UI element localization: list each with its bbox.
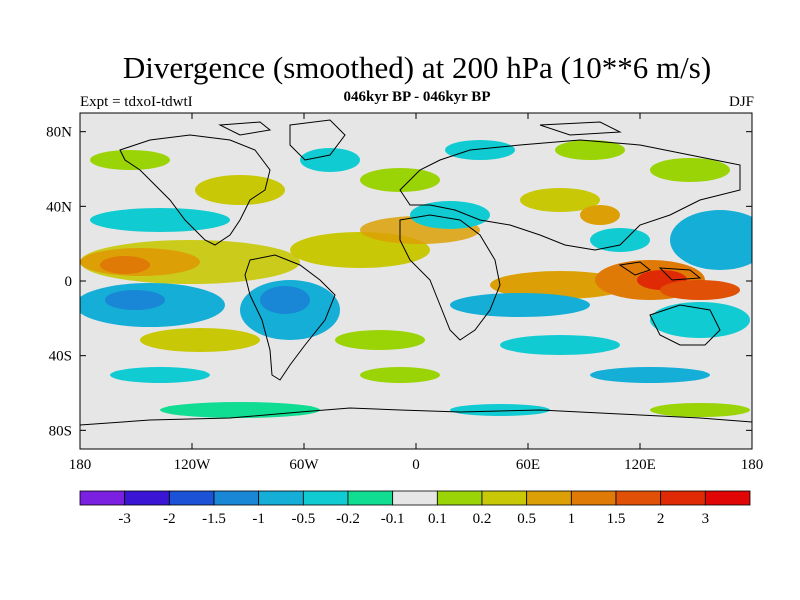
lon-tick-label: 120W — [174, 457, 212, 473]
chart-subtitle: 046kyr BP - 046kyr BP — [343, 89, 491, 105]
colorbar-swatch — [481, 490, 528, 506]
lon-tick-label: 60E — [516, 457, 540, 473]
lon-tick-label: 60W — [289, 457, 319, 473]
colorbar-swatch — [168, 490, 215, 506]
colorbar-swatch — [213, 490, 260, 506]
colorbar-label: 2 — [657, 511, 665, 527]
lat-tick-label: 0 — [65, 274, 73, 290]
lon-tick-label: 180 — [741, 457, 764, 473]
colorbar-label: -1 — [252, 511, 265, 527]
colorbar-label: -0.1 — [381, 511, 405, 527]
colorbar-swatch — [526, 490, 572, 506]
colorbar-swatch — [347, 490, 394, 506]
chart-title: Divergence (smoothed) at 200 hPa (10**6 … — [122, 50, 712, 85]
colorbar-label: -3 — [118, 511, 131, 527]
colorbar-swatch — [660, 490, 706, 506]
colorbar-swatch — [302, 490, 349, 506]
colorbar-swatch — [258, 490, 304, 506]
colorbar: -3 -2 -1.5 -1 -0.5 -0.2 -0.1 0.1 0.2 0.5 1 1.5 2 3 — [79, 490, 751, 527]
colorbar-swatch — [570, 490, 617, 506]
colorbar-swatch — [615, 490, 662, 506]
colorbar-label: 3 — [702, 511, 710, 527]
colorbar-label: -0.2 — [336, 511, 360, 527]
coastlines — [80, 119, 752, 426]
lon-tick-label: 180 — [69, 457, 92, 473]
longitude-axis: 180 120W 60W 0 60E 120E 180 — [69, 113, 764, 473]
colorbar-swatch — [124, 490, 170, 506]
lat-tick-label: 80S — [49, 423, 72, 439]
colorbar-label: -1.5 — [202, 511, 226, 527]
colorbar-label: -2 — [163, 511, 176, 527]
colorbar-label: 1 — [568, 511, 576, 527]
colorbar-label: 1.5 — [607, 511, 626, 527]
colorbar-swatch — [79, 490, 126, 506]
season-label: DJF — [728, 94, 754, 110]
colorbar-label: 0.1 — [428, 511, 447, 527]
colorbar-label: -0.5 — [291, 511, 315, 527]
latitude-axis: 80N 40N 0 40S 80S — [46, 125, 752, 439]
colorbar-swatch — [704, 490, 751, 506]
experiment-label: Expt = tdxoI-tdwtI — [80, 94, 193, 110]
lat-tick-label: 80N — [46, 125, 72, 141]
colorbar-label: 0.5 — [517, 511, 536, 527]
divergence-field — [80, 140, 752, 418]
colorbar-swatch — [392, 490, 438, 506]
lon-tick-label: 0 — [412, 457, 420, 473]
colorbar-label: 0.2 — [473, 511, 492, 527]
lat-tick-label: 40N — [46, 199, 72, 215]
colorbar-swatch — [436, 490, 483, 506]
lat-tick-label: 40S — [49, 349, 72, 365]
lon-tick-label: 120E — [624, 457, 656, 473]
